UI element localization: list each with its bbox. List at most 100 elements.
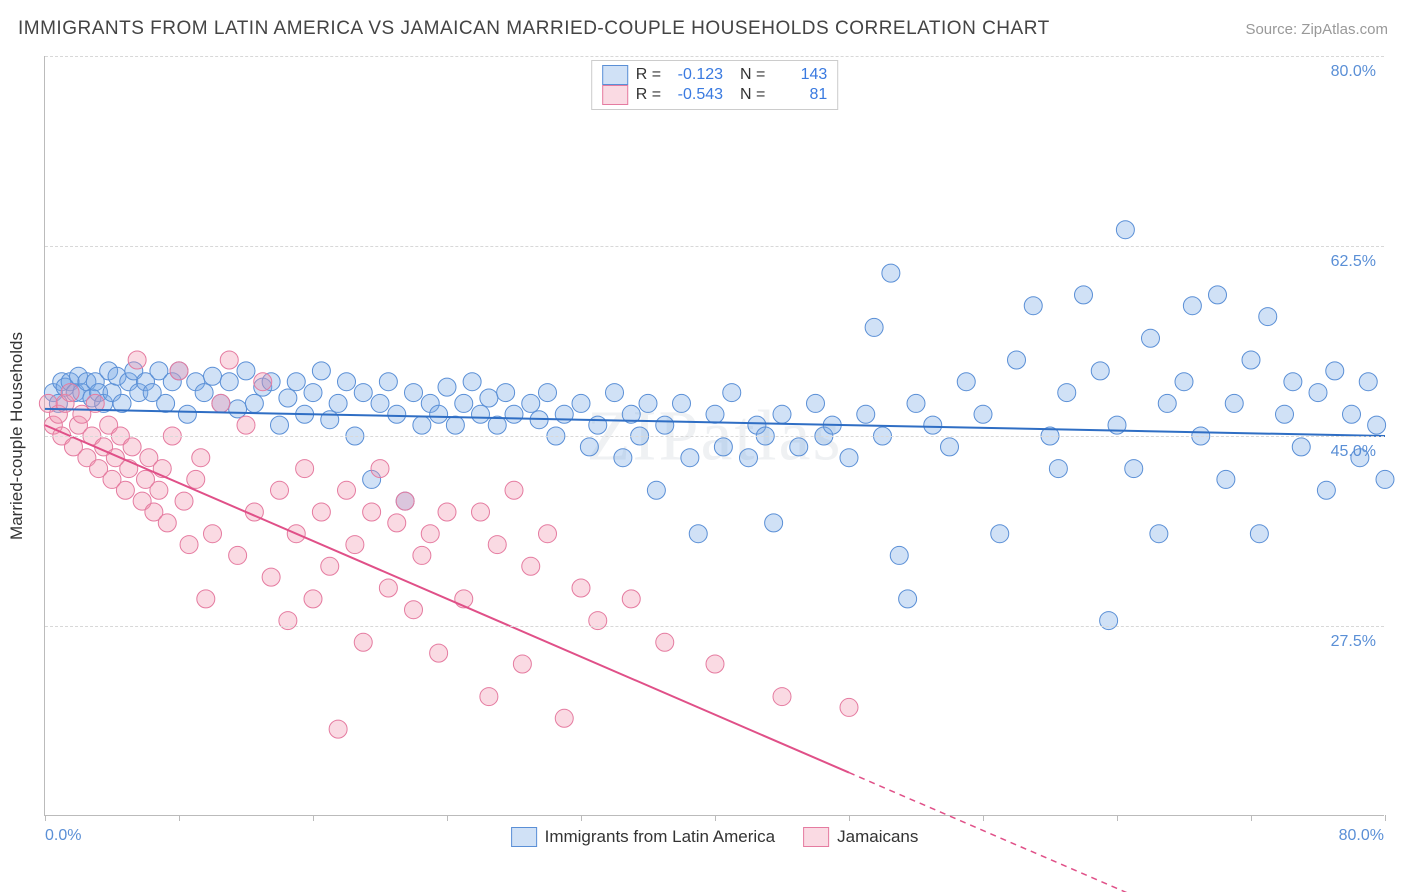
data-point-jam	[338, 481, 356, 499]
data-point-latin	[1125, 460, 1143, 478]
data-point-latin	[497, 384, 515, 402]
data-point-jam	[505, 481, 523, 499]
swatch-jamaican-icon	[803, 827, 829, 847]
series-legend: Immigrants from Latin America Jamaicans	[511, 827, 919, 847]
data-point-latin	[1142, 329, 1160, 347]
data-point-latin	[1376, 470, 1394, 488]
data-point-latin	[857, 405, 875, 423]
data-point-latin	[647, 481, 665, 499]
data-point-jam	[150, 481, 168, 499]
data-point-jam	[329, 720, 347, 738]
data-point-latin	[463, 373, 481, 391]
data-point-latin	[1217, 470, 1235, 488]
stats-row-latin: R = -0.123 N = 143	[602, 65, 828, 85]
data-point-latin	[539, 384, 557, 402]
data-point-jam	[254, 373, 272, 391]
data-point-latin	[740, 449, 758, 467]
data-point-jam	[271, 481, 289, 499]
data-point-jam	[388, 514, 406, 532]
r-value-latin: -0.123	[669, 66, 723, 84]
r-label: R =	[636, 86, 661, 104]
chart-title: IMMIGRANTS FROM LATIN AMERICA VS JAMAICA…	[18, 18, 1050, 40]
data-point-latin	[790, 438, 808, 456]
data-point-jam	[346, 536, 364, 554]
data-point-jam	[123, 438, 141, 456]
data-point-latin	[379, 373, 397, 391]
data-point-jam	[304, 590, 322, 608]
data-point-latin	[1024, 297, 1042, 315]
data-point-latin	[840, 449, 858, 467]
data-point-latin	[865, 318, 883, 336]
data-point-latin	[388, 405, 406, 423]
x-tick	[179, 815, 180, 821]
x-tick	[313, 815, 314, 821]
data-point-latin	[157, 394, 175, 412]
x-axis-max-label: 80.0%	[1339, 827, 1384, 845]
data-point-latin	[237, 362, 255, 380]
data-point-latin	[312, 362, 330, 380]
swatch-latin-icon	[511, 827, 537, 847]
data-point-latin	[589, 416, 607, 434]
y-axis-label: Married-couple Households	[7, 332, 27, 540]
data-point-latin	[329, 394, 347, 412]
data-point-latin	[1091, 362, 1109, 380]
data-point-jam	[555, 709, 573, 727]
data-point-latin	[974, 405, 992, 423]
data-point-jam	[572, 579, 590, 597]
y-tick-label: 27.5%	[1331, 633, 1376, 651]
data-point-latin	[941, 438, 959, 456]
trend-line-jam	[45, 425, 849, 772]
data-point-latin	[1284, 373, 1302, 391]
data-point-jam	[354, 633, 372, 651]
data-point-latin	[1276, 405, 1294, 423]
data-point-jam	[192, 449, 210, 467]
chart-header: IMMIGRANTS FROM LATIN AMERICA VS JAMAICA…	[18, 18, 1388, 40]
data-point-latin	[438, 378, 456, 396]
r-label: R =	[636, 66, 661, 84]
data-point-latin	[706, 405, 724, 423]
data-point-latin	[714, 438, 732, 456]
chart-source: Source: ZipAtlas.com	[1245, 21, 1388, 38]
data-point-latin	[204, 367, 222, 385]
data-point-latin	[1075, 286, 1093, 304]
data-point-jam	[413, 546, 431, 564]
data-point-jam	[438, 503, 456, 521]
data-point-latin	[899, 590, 917, 608]
gridline	[45, 246, 1384, 247]
swatch-jamaican	[602, 85, 628, 105]
data-point-latin	[572, 394, 590, 412]
x-tick	[1251, 815, 1252, 821]
data-point-jam	[61, 384, 79, 402]
data-point-jam	[229, 546, 247, 564]
data-point-jam	[296, 460, 314, 478]
x-tick	[447, 815, 448, 821]
data-point-latin	[656, 416, 674, 434]
x-tick	[983, 815, 984, 821]
data-point-latin	[606, 384, 624, 402]
data-point-latin	[580, 438, 598, 456]
data-point-latin	[1175, 373, 1193, 391]
data-point-latin	[446, 416, 464, 434]
data-point-latin	[765, 514, 783, 532]
gridline	[45, 626, 1384, 627]
y-tick-label: 62.5%	[1331, 253, 1376, 271]
data-point-latin	[924, 416, 942, 434]
data-point-jam	[405, 601, 423, 619]
data-point-jam	[180, 536, 198, 554]
n-label: N =	[731, 86, 765, 104]
data-point-jam	[656, 633, 674, 651]
data-point-latin	[1317, 481, 1335, 499]
data-point-latin	[472, 405, 490, 423]
chart-plot-area: Married-couple Households ZIPatlas R = -…	[44, 56, 1384, 816]
data-point-jam	[379, 579, 397, 597]
x-tick	[849, 815, 850, 821]
data-point-jam	[197, 590, 215, 608]
data-point-latin	[195, 384, 213, 402]
data-point-jam	[262, 568, 280, 586]
data-point-jam	[513, 655, 531, 673]
data-point-jam	[175, 492, 193, 510]
data-point-jam	[220, 351, 238, 369]
n-value-jamaican: 81	[773, 86, 827, 104]
data-point-latin	[271, 416, 289, 434]
data-point-latin	[304, 384, 322, 402]
